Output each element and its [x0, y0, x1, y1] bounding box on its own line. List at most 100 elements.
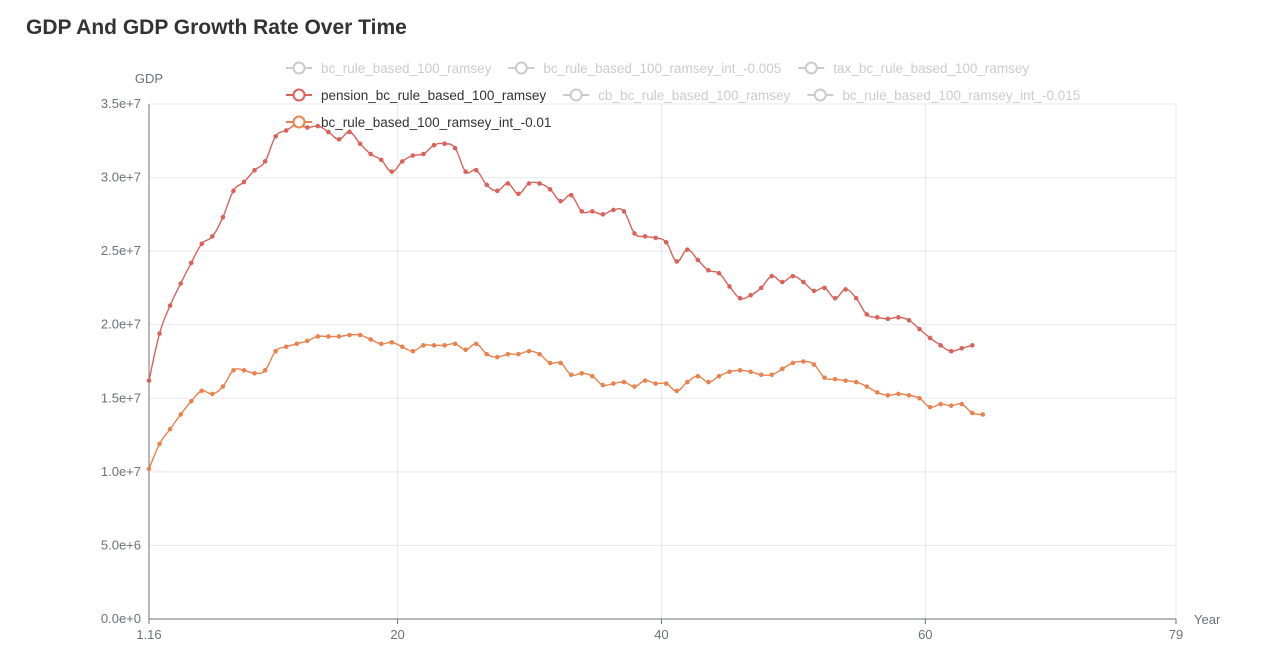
data-point: [400, 344, 405, 350]
data-point: [864, 312, 870, 317]
data-point: [917, 395, 922, 401]
data-point: [431, 142, 437, 148]
data-point: [516, 351, 521, 357]
data-point: [706, 267, 711, 273]
legend-marker-icon: [569, 88, 583, 102]
x-tick-label: 1.16: [136, 627, 161, 642]
data-point: [579, 370, 585, 376]
data-point: [832, 295, 838, 301]
data-point: [273, 348, 278, 354]
legend-label: bc_rule_based_100_ramsey_int_-0.005: [543, 61, 781, 76]
data-point: [864, 384, 870, 389]
data-point: [315, 123, 321, 129]
legend[interactable]: bc_rule_based_100_ramsey bc_rule_based_10…: [286, 61, 1080, 130]
data-point: [590, 373, 595, 379]
data-point: [305, 338, 310, 344]
legend-label: bc_rule_based_100_ramsey: [321, 61, 492, 76]
data-point: [748, 292, 753, 298]
legend-item[interactable]: cb_bc_rule_based_100_ramsey: [563, 88, 791, 103]
data-point: [853, 295, 859, 301]
data-point: [283, 344, 289, 350]
data-point: [146, 378, 152, 383]
axes: 0.0e+0 5.0e+6 1.0e+7 1.5e+7 2.0e+7 2.5e+7 3.0e…: [101, 96, 1183, 642]
data-point: [537, 181, 542, 186]
data-point: [305, 125, 310, 130]
data-point: [959, 345, 965, 351]
data-point: [600, 212, 606, 217]
data-point: [357, 332, 363, 338]
data-point: [769, 372, 775, 378]
data-point: [357, 141, 363, 147]
data-point: [336, 137, 342, 142]
series-pension_bc_rule_based_100_ramsey: [146, 122, 975, 383]
data-point: [600, 382, 606, 388]
data-point: [178, 281, 183, 286]
data-point: [938, 343, 943, 348]
data-point: [283, 128, 289, 133]
data-point: [579, 209, 585, 214]
data-point: [378, 157, 384, 163]
data-point: [917, 326, 922, 332]
data-point: [853, 379, 859, 385]
legend-item[interactable]: bc_rule_based_100_ramsey_int_-0.015: [807, 88, 1080, 103]
data-point: [663, 240, 669, 245]
data-point: [874, 390, 880, 395]
data-point: [231, 368, 236, 373]
data-point: [737, 368, 743, 373]
data-point: [516, 191, 521, 197]
data-point: [495, 354, 500, 360]
data-point: [621, 209, 627, 214]
data-point: [220, 384, 226, 389]
data-point: [716, 270, 722, 276]
data-point: [959, 401, 965, 407]
series-line: [148, 333, 983, 470]
data-point: [537, 351, 542, 357]
data-point: [779, 279, 785, 285]
x-axis-label: Year: [1194, 612, 1221, 627]
data-point: [737, 295, 743, 301]
data-point: [442, 343, 447, 348]
y-tick-label: 3.5e+7: [101, 96, 141, 111]
data-point: [568, 192, 574, 198]
data-point: [315, 334, 321, 339]
data-point: [167, 303, 173, 308]
data-point: [621, 379, 627, 385]
legend-label: pension_bc_rule_based_100_ramsey: [321, 88, 546, 103]
data-point: [843, 378, 848, 383]
data-point: [220, 215, 226, 220]
data-point: [188, 260, 194, 266]
legend-item[interactable]: bc_rule_based_100_ramsey_int_-0.01: [286, 115, 551, 130]
data-point: [389, 340, 395, 345]
data-point: [463, 169, 468, 174]
data-point: [505, 181, 511, 186]
data-point: [695, 257, 701, 263]
legend-item[interactable]: tax_bc_rule_based_100_ramsey: [798, 61, 1029, 76]
data-point: [611, 381, 616, 386]
legend-marker-icon: [292, 115, 306, 129]
y-tick-label: 1.5e+7: [101, 390, 141, 405]
data-point: [663, 381, 669, 386]
legend-item[interactable]: bc_rule_based_100_ramsey: [286, 61, 492, 76]
series-bc_rule_based_100_ramsey_int_-0.01: [146, 332, 986, 472]
legend-item[interactable]: bc_rule_based_100_ramsey_int_-0.005: [508, 61, 781, 76]
legend-marker-icon: [813, 88, 827, 102]
data-point: [590, 209, 595, 214]
data-point: [400, 159, 405, 164]
legend-item[interactable]: pension_bc_rule_based_100_ramsey: [286, 88, 546, 103]
data-point: [188, 398, 194, 404]
data-point: [347, 332, 352, 338]
data-point: [368, 337, 373, 342]
legend-marker-icon: [514, 61, 528, 75]
data-point: [157, 441, 162, 447]
data-point: [252, 370, 257, 376]
data-point: [938, 401, 943, 407]
data-point: [727, 369, 732, 375]
legend-label: bc_rule_based_100_ramsey_int_-0.015: [842, 88, 1080, 103]
data-point: [178, 412, 183, 417]
data-point: [410, 153, 416, 158]
data-point: [822, 285, 827, 291]
data-point: [347, 129, 352, 135]
data-point: [473, 341, 479, 347]
data-point: [969, 343, 975, 348]
